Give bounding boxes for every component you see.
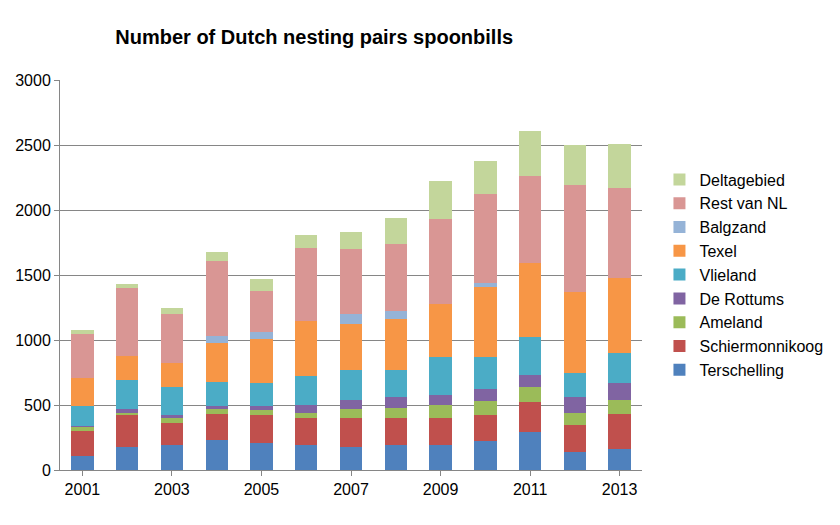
svg-text:2000: 2000 <box>15 202 51 219</box>
svg-text:3000: 3000 <box>15 72 51 89</box>
svg-text:Deltagebied: Deltagebied <box>699 172 784 189</box>
svg-text:Texel: Texel <box>699 243 736 260</box>
svg-text:Schiermonnikoog: Schiermonnikoog <box>699 338 823 355</box>
svg-text:Number of Dutch nesting pairs: Number of Dutch nesting pairs spoonbills <box>115 26 513 48</box>
svg-text:2003: 2003 <box>154 481 190 498</box>
svg-text:Ameland: Ameland <box>699 314 762 331</box>
svg-text:500: 500 <box>24 397 51 414</box>
svg-text:2013: 2013 <box>602 481 638 498</box>
svg-text:Terschelling: Terschelling <box>699 362 783 379</box>
svg-text:1000: 1000 <box>15 332 51 349</box>
svg-text:2005: 2005 <box>244 481 280 498</box>
svg-text:1500: 1500 <box>15 267 51 284</box>
svg-text:0: 0 <box>42 462 51 479</box>
svg-text:2011: 2011 <box>513 481 548 498</box>
svg-text:Vlieland: Vlieland <box>699 267 756 284</box>
svg-text:2001: 2001 <box>65 481 101 498</box>
svg-text:De Rottums: De Rottums <box>699 291 783 308</box>
svg-text:2007: 2007 <box>333 481 369 498</box>
svg-text:Balgzand: Balgzand <box>699 219 766 236</box>
svg-text:2500: 2500 <box>15 137 51 154</box>
svg-text:2009: 2009 <box>423 481 459 498</box>
svg-text:Rest van NL: Rest van NL <box>699 195 787 212</box>
